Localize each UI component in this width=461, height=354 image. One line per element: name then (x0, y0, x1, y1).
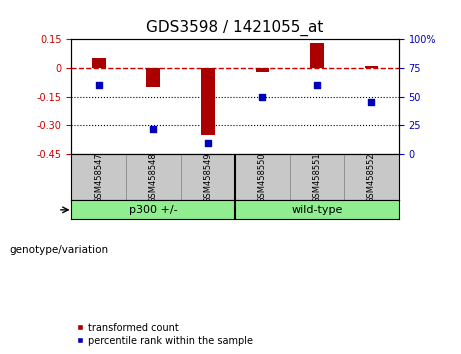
Text: GSM458547: GSM458547 (94, 152, 103, 202)
Text: GSM458549: GSM458549 (203, 152, 213, 202)
Bar (310, 43, 324, 68)
Text: GSM458548: GSM458548 (149, 152, 158, 202)
Text: wild-type: wild-type (291, 205, 343, 215)
Bar (365, 66, 378, 68)
Text: p300 +/-: p300 +/- (129, 205, 177, 215)
Text: GSM458550: GSM458550 (258, 152, 267, 202)
Point (95, 82, 102, 88)
Bar (255, 68, 269, 72)
Point (204, 140, 212, 145)
Legend: transformed count, percentile rank within the sample: transformed count, percentile rank withi… (77, 323, 253, 346)
Bar (92, 58, 106, 68)
Bar (201, 68, 215, 135)
Point (259, 94, 266, 99)
Point (368, 99, 375, 105)
Text: GSM458552: GSM458552 (367, 152, 376, 202)
Bar (147, 68, 160, 87)
Text: GSM458551: GSM458551 (313, 152, 321, 202)
Title: GDS3598 / 1421055_at: GDS3598 / 1421055_at (147, 20, 324, 36)
Text: genotype/variation: genotype/variation (9, 245, 108, 255)
Point (149, 126, 157, 132)
Point (313, 82, 321, 88)
